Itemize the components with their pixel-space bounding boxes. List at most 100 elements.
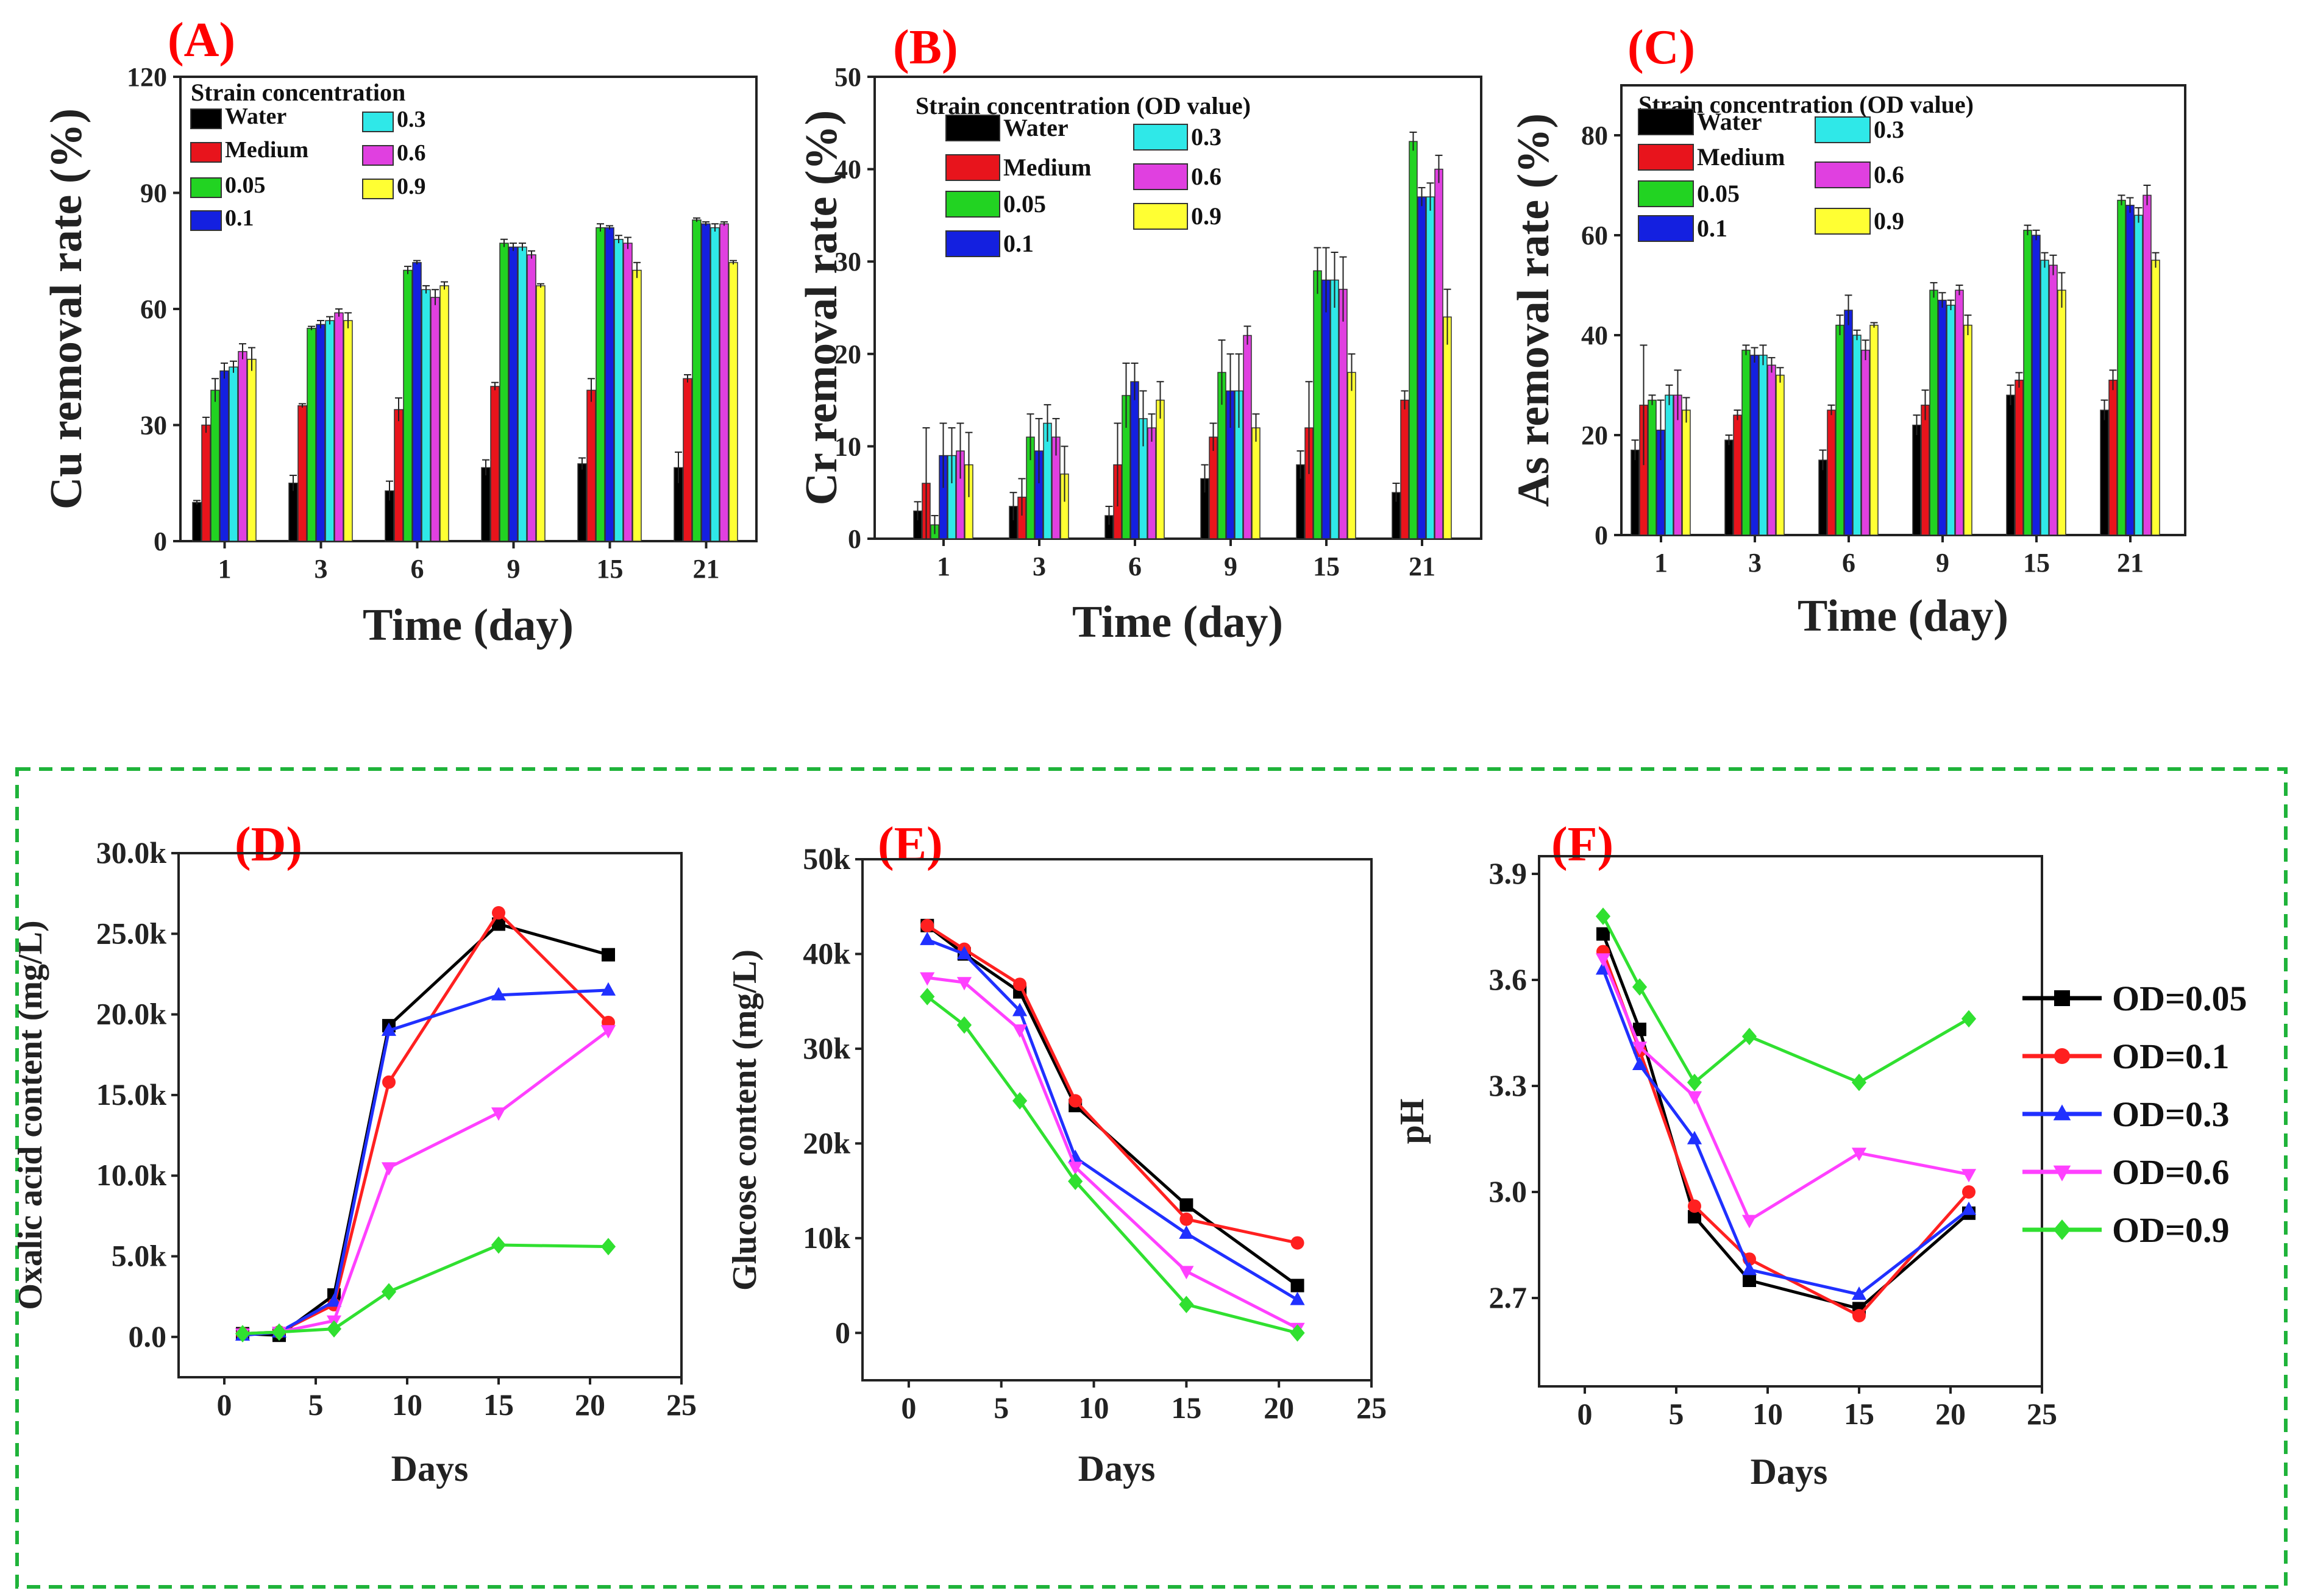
- x-tick-label-a: 6: [411, 554, 424, 584]
- legend-title-a: Strain concentration: [191, 79, 405, 106]
- bar-c-005-day21: [2117, 199, 2126, 536]
- y-tick-label-c: 80: [1581, 121, 1608, 151]
- y-tick-label-e: 40k: [803, 936, 850, 970]
- x-tick-label-d: 15: [483, 1388, 514, 1422]
- bar-b-09-day15: [1347, 372, 1356, 539]
- data-point-f-od01: [1688, 1199, 1701, 1213]
- y-tick-label-f: 3.6: [1489, 962, 1527, 996]
- data-point-d-od01: [492, 906, 505, 920]
- data-point-e-od01: [1069, 1094, 1083, 1108]
- y-axis-title-d: Oxalic acid content (mg/L): [12, 920, 49, 1310]
- bar-a-03-day6: [421, 289, 431, 542]
- legend-label-c: 0.6: [1874, 161, 1904, 188]
- data-point-e-od06: [1179, 1266, 1194, 1280]
- legend-swatch-c: [1638, 108, 1694, 135]
- bar-a-water-day15: [577, 463, 587, 542]
- y-tick-label-a: 30: [140, 411, 167, 441]
- data-point-f-od06: [1595, 953, 1611, 967]
- y-tick-label-a: 0: [154, 527, 167, 556]
- bar-a-09-day1: [247, 358, 257, 542]
- legend-label-b: 0.05: [1003, 190, 1046, 218]
- x-tick-label-b: 1: [937, 552, 950, 581]
- x-tick-label-e: 10: [1079, 1391, 1109, 1425]
- x-tick-label-b: 6: [1128, 552, 1142, 581]
- x-tick-label-a: 3: [315, 554, 328, 584]
- panel-label-c: (C): [1627, 21, 1695, 74]
- legend-label-a: 0.6: [397, 140, 426, 166]
- data-point-d-od09: [326, 1320, 342, 1338]
- legend-swatch-a: [190, 108, 222, 129]
- legend-label-c: Medium: [1697, 143, 1785, 171]
- data-point-d-od06: [381, 1162, 397, 1176]
- legend-swatch-c: [1638, 180, 1694, 207]
- bar-a-06-day15: [623, 243, 633, 542]
- legend-label-c: 0.3: [1874, 116, 1904, 143]
- y-tick-label-c: 60: [1581, 221, 1608, 250]
- x-tick-label-e: 25: [1356, 1391, 1387, 1425]
- y-tick-label-b: 0: [848, 524, 861, 554]
- bar-a-09-day3: [343, 320, 353, 542]
- data-point-e-od06: [920, 972, 935, 986]
- bar-c-water-day6: [1818, 459, 1827, 536]
- y-tick-label-d: 20.0k: [96, 997, 167, 1031]
- bar-b-09-day21: [1443, 316, 1452, 539]
- legend-label-a: 0.1: [225, 205, 254, 231]
- data-point-d-od03: [600, 982, 616, 996]
- bar-a-03-day21: [710, 227, 720, 542]
- bar-b-01-day6: [1130, 381, 1139, 539]
- bar-b-06-day21: [1434, 168, 1443, 539]
- legend-swatch-b: [1133, 124, 1188, 151]
- legend-label-b: 0.3: [1191, 123, 1222, 151]
- data-point-f-od005: [1688, 1210, 1701, 1224]
- data-point-f-od005: [1596, 927, 1610, 941]
- bar-b-03-day15: [1330, 279, 1339, 539]
- bar-a-01-day3: [316, 324, 325, 542]
- bar-a-09-day15: [632, 269, 642, 542]
- x-axis-title-b: Time (day): [1072, 597, 1283, 647]
- x-tick-label-a: 15: [597, 554, 624, 584]
- legend-swatch-b: [945, 191, 1000, 218]
- data-point-e-od09: [1290, 1324, 1305, 1342]
- legend-swatch-a: [190, 142, 222, 163]
- bar-a-01-day1: [219, 370, 229, 542]
- x-tick-label-b: 15: [1313, 552, 1340, 581]
- data-point-e-od005: [1179, 1198, 1193, 1212]
- data-point-f-od005: [1743, 1274, 1756, 1287]
- x-axis-title-f: Days: [1751, 1452, 1828, 1492]
- x-tick-label-f: 20: [1935, 1397, 1966, 1431]
- x-tick-label-d: 25: [666, 1388, 697, 1422]
- panel-label-b: (B): [893, 21, 958, 74]
- y-tick-label-b: 10: [834, 431, 861, 461]
- y-tick-label-e: 30k: [803, 1031, 850, 1065]
- bar-c-06-day3: [1767, 364, 1776, 536]
- bar-c-03-day3: [1759, 355, 1768, 536]
- bar-c-09-day3: [1776, 374, 1785, 536]
- bar-c-medium-day9: [1921, 405, 1930, 536]
- data-point-e-od01: [920, 918, 934, 932]
- bar-c-01-day3: [1750, 355, 1759, 536]
- bar-c-medium-day21: [2108, 380, 2118, 536]
- y-tick-label-a: 120: [127, 62, 167, 92]
- y-tick-label-e: 20k: [803, 1126, 850, 1160]
- x-tick-label-b: 21: [1409, 552, 1435, 581]
- data-point-d-od005: [602, 948, 615, 962]
- y-tick-label-a: 60: [140, 294, 167, 324]
- bar-a-03-day9: [517, 246, 527, 542]
- y-axis-title-f: pH: [1393, 1099, 1431, 1144]
- legend-label-b: Medium: [1003, 154, 1091, 181]
- legend-label-def: OD=0.6: [2112, 1152, 2230, 1192]
- legend-label-a: Medium: [225, 137, 308, 163]
- bar-c-03-day9: [1946, 305, 1955, 536]
- data-point-d-od03: [326, 1293, 342, 1307]
- bar-a-water-day1: [192, 502, 202, 542]
- x-tick-label-e: 0: [901, 1391, 916, 1425]
- y-tick-label-c: 0: [1595, 520, 1608, 550]
- bar-c-01-day15: [2032, 235, 2041, 536]
- bar-c-03-day1: [1665, 394, 1674, 536]
- bar-a-03-day1: [229, 366, 238, 542]
- x-tick-label-d: 0: [217, 1388, 232, 1422]
- bar-b-01-day15: [1321, 279, 1331, 539]
- data-point-e-od03: [956, 946, 972, 960]
- y-tick-label-e: 10k: [803, 1221, 850, 1255]
- data-point-d-od09: [381, 1283, 397, 1301]
